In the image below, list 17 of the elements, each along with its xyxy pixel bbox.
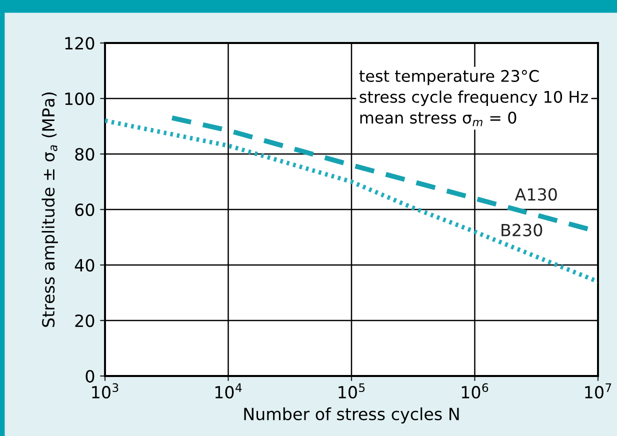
y-tick-label: 20 xyxy=(75,314,94,328)
y-axis-title: Stress amplitude ± σ$_{a}$ (MPa) xyxy=(42,92,58,327)
y-tick-label: 40 xyxy=(74,258,94,272)
x-axis-title: Number of stress cycles N xyxy=(244,407,459,424)
series-label: B230 xyxy=(502,224,542,236)
x-tick-label: 10$^{7}$ xyxy=(585,383,612,399)
y-tick-label: 0 xyxy=(86,370,94,383)
y-tick-label: 80 xyxy=(75,148,94,161)
y-tick-label: 100 xyxy=(65,92,94,106)
annotation: test temperature 23°C stress cycle frequency 10 Hz mean stress σ$_{m}$ = 0 xyxy=(359,70,588,126)
x-tick-label: 10$^{3}$ xyxy=(92,383,118,398)
x-tick-label: 10$^{6}$ xyxy=(462,383,488,398)
x-tick-label: 10$^{4}$ xyxy=(215,383,242,399)
y-tick-label: 60 xyxy=(75,203,94,216)
x-tick-label: 10$^{5}$ xyxy=(338,383,365,399)
series-label: A130 xyxy=(514,188,557,201)
y-tick-label: 120 xyxy=(65,36,94,50)
